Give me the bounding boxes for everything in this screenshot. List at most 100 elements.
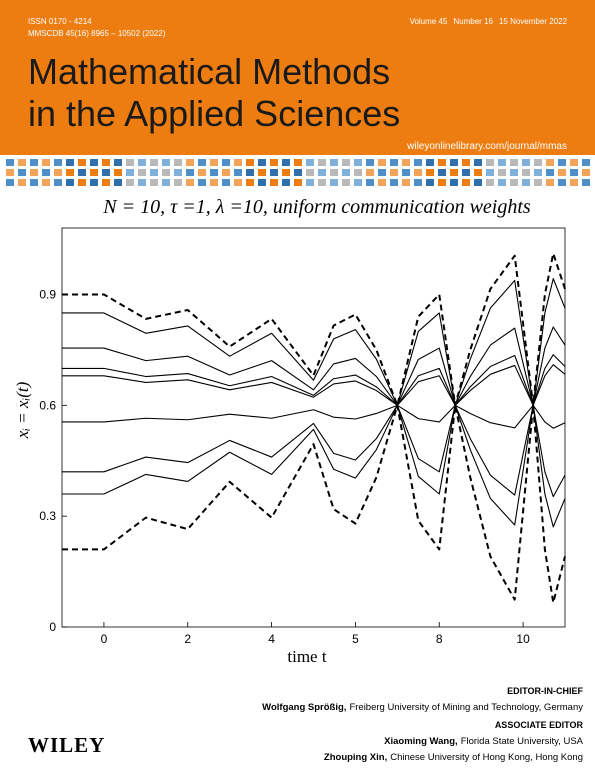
decor-square [30, 159, 38, 166]
coden: MMSCDB 45(16) 8965 – 10502 (2022) [28, 29, 166, 38]
decor-square [6, 169, 14, 176]
decor-square [486, 169, 494, 176]
decor-square [486, 159, 494, 166]
x-tick-label: 0 [101, 632, 108, 646]
decor-square [390, 179, 398, 186]
decor-square [246, 159, 254, 166]
decor-square [450, 179, 458, 186]
y-tick-label: 0.3 [39, 509, 56, 523]
decor-square [558, 159, 566, 166]
decor-square [438, 159, 446, 166]
decor-square [126, 169, 134, 176]
decor-square [378, 179, 386, 186]
decor-square [210, 179, 218, 186]
decor-square [150, 169, 158, 176]
x-tick-label: 2 [184, 632, 191, 646]
decor-square [234, 169, 242, 176]
editor-affiliation: Freiberg University of Mining and Techno… [349, 702, 583, 713]
decor-square [414, 159, 422, 166]
decor-square [126, 159, 134, 166]
decor-square [102, 159, 110, 166]
y-axis-label: xᵢ = xᵢ(t) [13, 381, 32, 439]
decor-square [366, 169, 374, 176]
decor-square [102, 179, 110, 186]
decor-squares [6, 159, 590, 186]
decor-square [522, 179, 530, 186]
decor-square [402, 159, 410, 166]
decor-square [222, 179, 230, 186]
decor-square [402, 169, 410, 176]
decor-square [258, 179, 266, 186]
decor-square [138, 169, 146, 176]
journal-title: in the Applied Sciences [28, 93, 400, 134]
decor-square [378, 169, 386, 176]
decor-square [546, 159, 554, 166]
decor-square [498, 159, 506, 166]
associate-heading: ASSOCIATE EDITOR [495, 720, 584, 730]
decor-square [198, 169, 206, 176]
decor-square [534, 169, 542, 176]
volume: Volume 45 [410, 17, 448, 26]
decor-square [78, 169, 86, 176]
decor-square [126, 179, 134, 186]
decor-square [426, 159, 434, 166]
decor-square [510, 159, 518, 166]
associate-affiliation: Florida State University, USA [461, 736, 584, 747]
decor-square [174, 179, 182, 186]
x-axis-label: time t [287, 647, 326, 666]
decor-square [222, 169, 230, 176]
decor-square [402, 179, 410, 186]
decor-square [54, 179, 62, 186]
decor-square [66, 169, 74, 176]
decor-square [54, 169, 62, 176]
decor-square [570, 169, 578, 176]
journal-title: Mathematical Methods [28, 51, 390, 92]
decor-square [174, 169, 182, 176]
decor-square [450, 169, 458, 176]
decor-square [210, 169, 218, 176]
decor-square [114, 179, 122, 186]
decor-square [318, 179, 326, 186]
decor-square [114, 169, 122, 176]
decor-square [150, 179, 158, 186]
issue-info: Volume 45 Number 16 15 November 2022 [410, 17, 568, 26]
decor-square [342, 169, 350, 176]
series-line [62, 252, 566, 407]
decor-square [6, 159, 14, 166]
decor-square [474, 159, 482, 166]
decor-square [30, 169, 38, 176]
decor-square [354, 159, 362, 166]
decor-square [582, 169, 590, 176]
decor-square [234, 179, 242, 186]
decor-square [510, 169, 518, 176]
decor-square [114, 159, 122, 166]
decor-square [366, 159, 374, 166]
associate: Zhouping Xin, Chinese University of Hong … [324, 752, 583, 763]
decor-square [6, 179, 14, 186]
decor-square [270, 169, 278, 176]
series-line [62, 404, 566, 604]
issn: ISSN 0170 - 4214 [28, 17, 92, 26]
header-band [0, 0, 595, 155]
plot-frame [61, 227, 566, 628]
decor-square [582, 179, 590, 186]
decor-square [354, 169, 362, 176]
decor-square [222, 159, 230, 166]
x-tick-label: 8 [436, 632, 443, 646]
decor-square [306, 169, 314, 176]
decor-square [498, 179, 506, 186]
decor-square [378, 159, 386, 166]
decor-square [546, 179, 554, 186]
decor-square [510, 179, 518, 186]
decor-square [486, 179, 494, 186]
journal-url: wileyonlinelibrary.com/journal/mmas [406, 141, 567, 152]
decor-square [414, 169, 422, 176]
decor-square [138, 159, 146, 166]
decor-square [342, 179, 350, 186]
decor-square [270, 159, 278, 166]
decor-square [30, 179, 38, 186]
decor-square [546, 169, 554, 176]
x-tick-label: 5 [352, 632, 359, 646]
decor-square [438, 179, 446, 186]
